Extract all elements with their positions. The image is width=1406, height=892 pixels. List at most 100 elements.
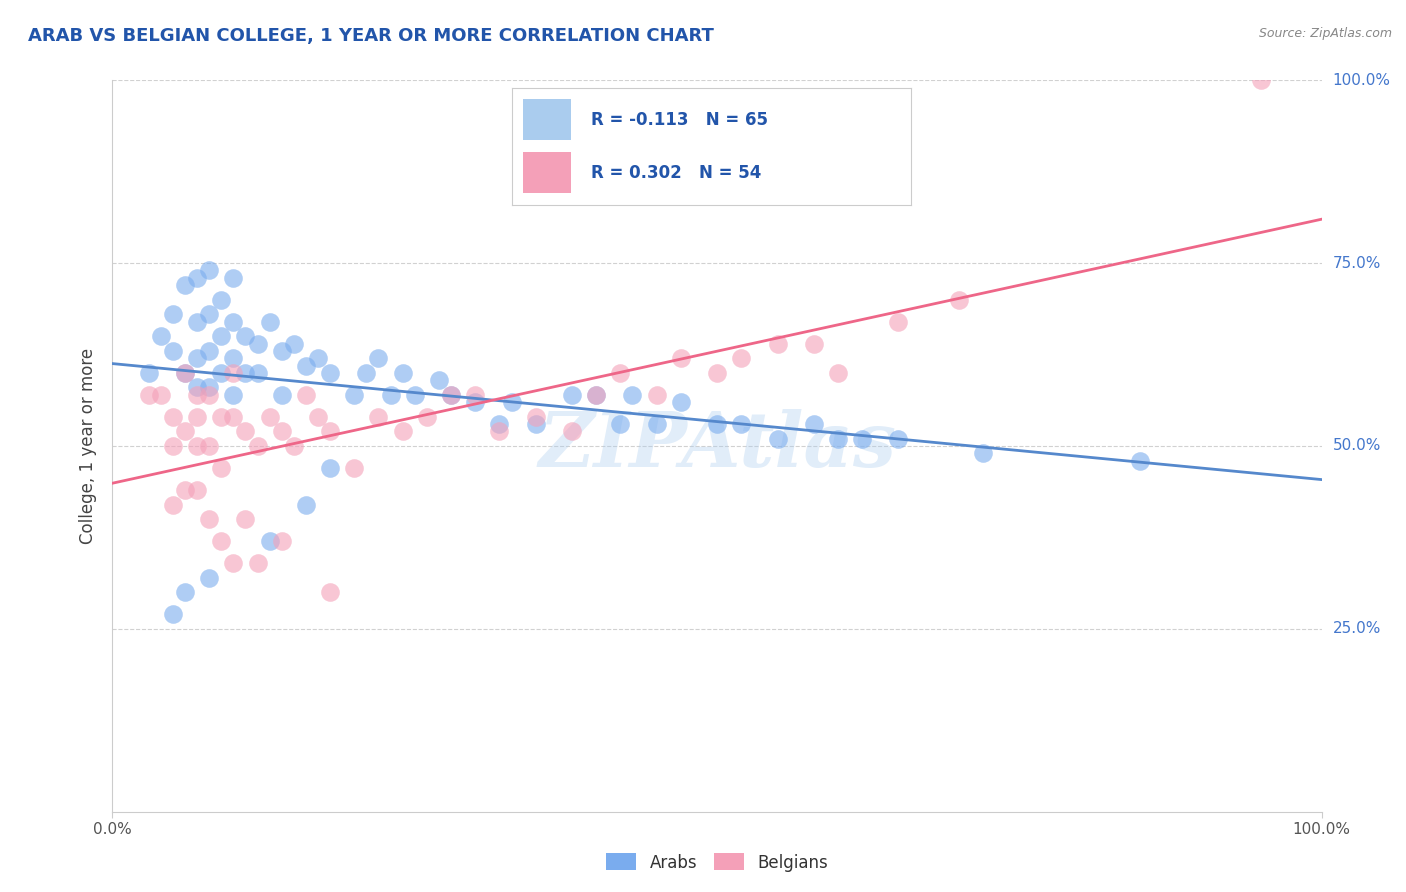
Point xyxy=(343,388,366,402)
Point xyxy=(887,315,910,329)
Point xyxy=(174,278,197,293)
Point xyxy=(391,366,413,380)
Point xyxy=(209,366,232,380)
Point xyxy=(319,461,342,475)
Point xyxy=(235,329,257,343)
Point xyxy=(730,417,752,431)
Point xyxy=(270,534,292,549)
Point xyxy=(222,556,245,570)
Point xyxy=(730,351,752,366)
Point xyxy=(246,439,269,453)
Text: ARAB VS BELGIAN COLLEGE, 1 YEAR OR MORE CORRELATION CHART: ARAB VS BELGIAN COLLEGE, 1 YEAR OR MORE … xyxy=(28,27,714,45)
Point xyxy=(827,366,849,380)
Point xyxy=(440,388,463,402)
Point xyxy=(367,409,389,424)
Point xyxy=(488,417,510,431)
Point xyxy=(524,409,547,424)
Point xyxy=(295,359,318,373)
Point xyxy=(246,336,269,351)
Point xyxy=(803,336,825,351)
Text: 75.0%: 75.0% xyxy=(1333,256,1381,270)
Point xyxy=(295,498,318,512)
Point xyxy=(283,439,305,453)
Text: ZIPAtlas: ZIPAtlas xyxy=(538,409,896,483)
Point xyxy=(561,425,583,439)
Point xyxy=(235,512,257,526)
Point xyxy=(270,388,292,402)
Point xyxy=(174,366,197,380)
Point xyxy=(198,343,221,358)
Legend: Arabs, Belgians: Arabs, Belgians xyxy=(602,848,832,877)
Point xyxy=(235,425,257,439)
Point xyxy=(283,336,305,351)
Point xyxy=(561,388,583,402)
Point xyxy=(380,388,402,402)
Point xyxy=(198,380,221,394)
Point xyxy=(766,432,789,446)
Point xyxy=(186,388,208,402)
Point xyxy=(488,425,510,439)
Point xyxy=(186,270,208,285)
Point xyxy=(501,395,523,409)
Point xyxy=(766,336,789,351)
Point xyxy=(259,409,281,424)
Point xyxy=(222,366,245,380)
Point xyxy=(427,373,450,387)
Point xyxy=(222,388,245,402)
Point xyxy=(174,425,197,439)
Point xyxy=(162,439,184,453)
Point xyxy=(138,388,160,402)
Point xyxy=(235,366,257,380)
Point xyxy=(198,512,221,526)
Point xyxy=(222,409,245,424)
Text: Source: ZipAtlas.com: Source: ZipAtlas.com xyxy=(1258,27,1392,40)
Point xyxy=(270,343,292,358)
Point xyxy=(174,585,197,599)
Text: 100.0%: 100.0% xyxy=(1333,73,1391,87)
Point xyxy=(948,293,970,307)
Point xyxy=(259,315,281,329)
Text: 25.0%: 25.0% xyxy=(1333,622,1381,636)
Point xyxy=(887,432,910,446)
Point xyxy=(609,417,631,431)
Point xyxy=(319,585,342,599)
Point xyxy=(645,417,668,431)
Point xyxy=(209,534,232,549)
Point xyxy=(222,315,245,329)
Point xyxy=(356,366,378,380)
Point xyxy=(706,417,728,431)
Point xyxy=(669,395,692,409)
Point xyxy=(209,329,232,343)
Point xyxy=(138,366,160,380)
Point xyxy=(198,388,221,402)
Point xyxy=(1129,453,1152,467)
Point xyxy=(585,388,607,402)
Point xyxy=(198,307,221,321)
Point xyxy=(149,329,172,343)
Point xyxy=(319,425,342,439)
Point xyxy=(222,351,245,366)
Point xyxy=(162,498,184,512)
Point xyxy=(186,351,208,366)
Point xyxy=(186,483,208,497)
Point xyxy=(621,388,644,402)
Point xyxy=(198,439,221,453)
Point xyxy=(162,607,184,622)
Point xyxy=(259,534,281,549)
Point xyxy=(307,409,329,424)
Point xyxy=(307,351,329,366)
Point xyxy=(972,446,994,460)
Point xyxy=(645,388,668,402)
Point xyxy=(464,388,486,402)
Point xyxy=(186,380,208,394)
Point xyxy=(270,425,292,439)
Point xyxy=(609,366,631,380)
Point xyxy=(803,417,825,431)
Point xyxy=(827,432,849,446)
Point xyxy=(186,439,208,453)
Point xyxy=(464,395,486,409)
Point xyxy=(416,409,439,424)
Point xyxy=(222,270,245,285)
Point xyxy=(162,343,184,358)
Point xyxy=(209,461,232,475)
